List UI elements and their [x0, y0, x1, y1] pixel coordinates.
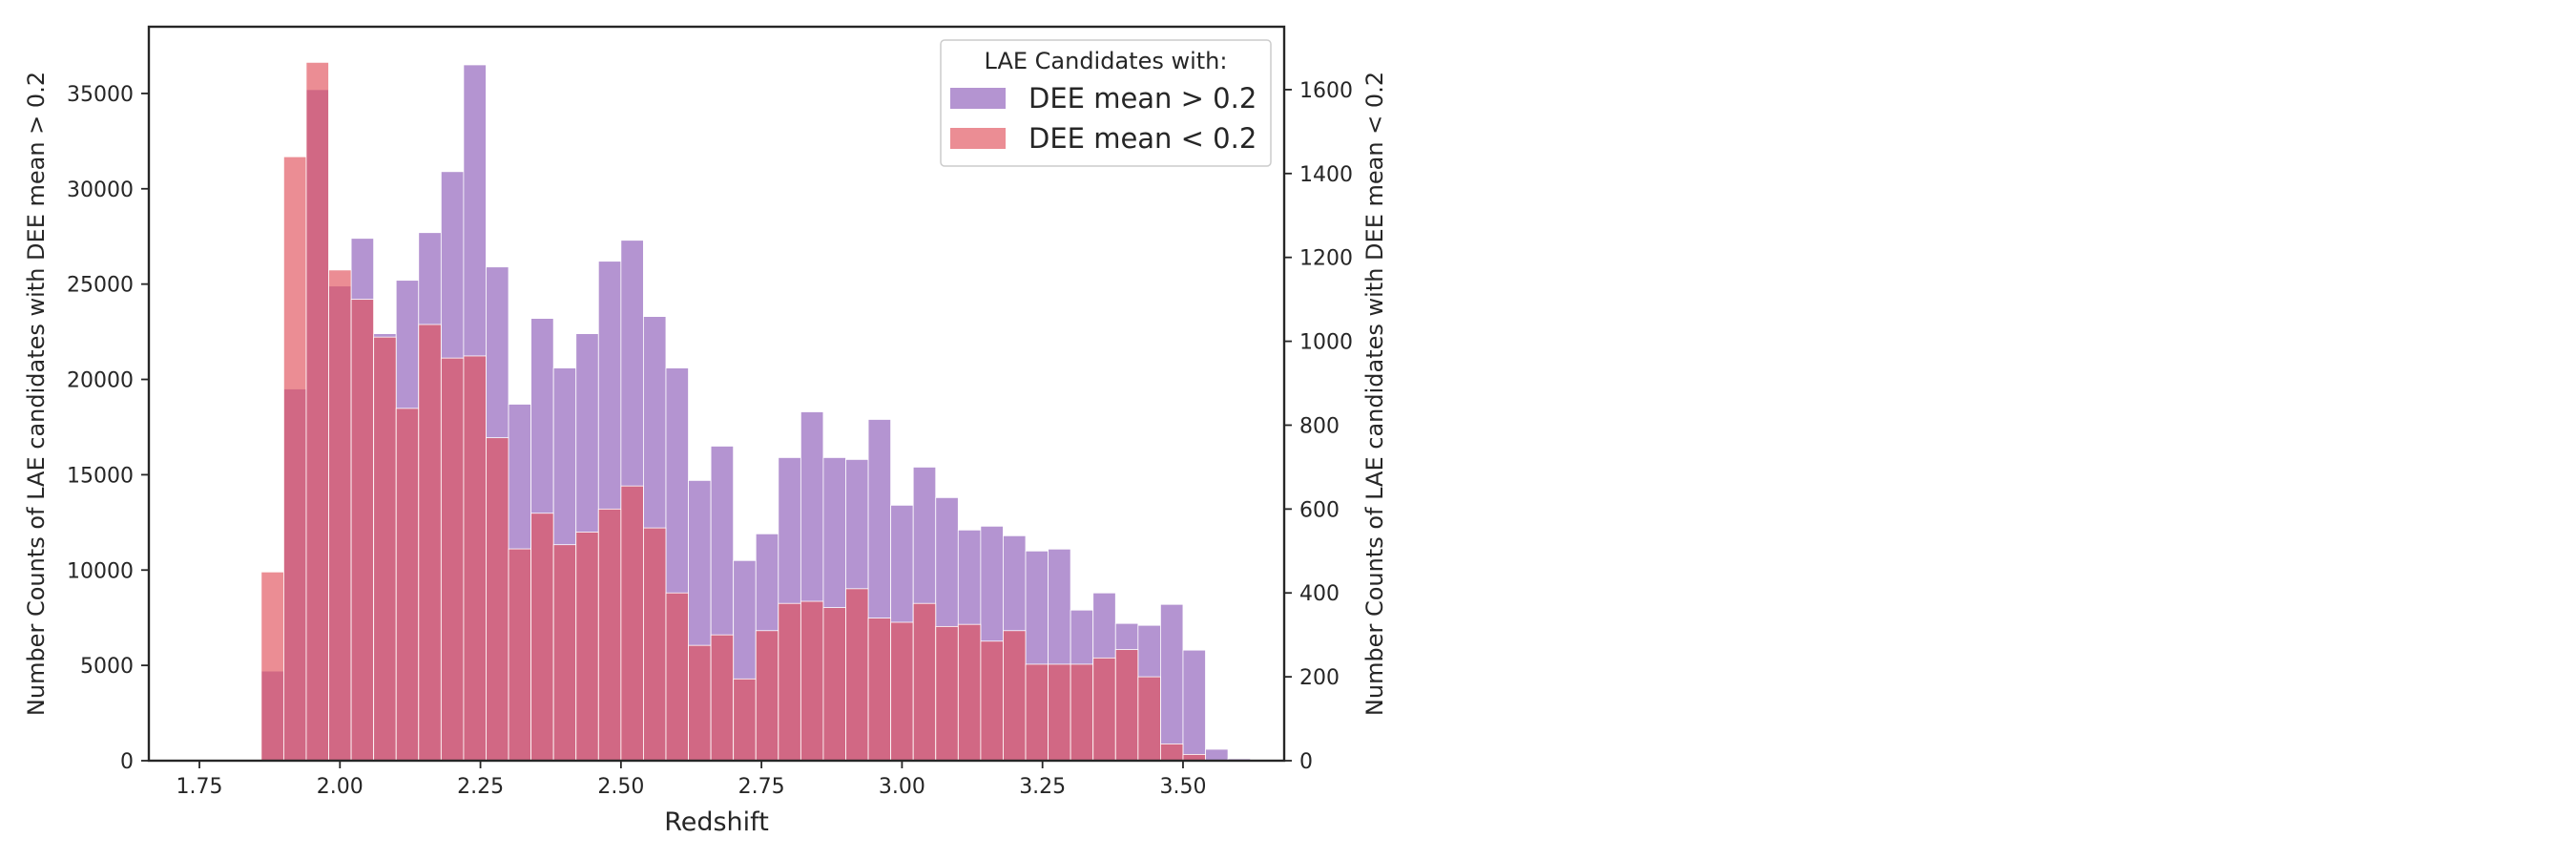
dee-low-bar-40 — [1070, 663, 1094, 762]
right-y-tick-label: 1600 — [1299, 79, 1353, 103]
dee-low-bar-31 — [867, 618, 892, 762]
dee-low-bar-8 — [350, 299, 375, 762]
dee-low-bar-26 — [755, 630, 779, 762]
left-y-tick-label: 30000 — [67, 178, 134, 202]
dee-low-bar-6 — [305, 61, 329, 762]
dee-low-bar-19 — [597, 508, 622, 762]
left-y-tick-label: 0 — [120, 750, 134, 774]
left-y-tick-label: 20000 — [67, 369, 134, 393]
dee-low-bar-5 — [282, 156, 307, 762]
dee-low-bar-22 — [665, 592, 689, 762]
dee-high-bar-44 — [1159, 603, 1184, 762]
legend-label-dee-low: DEE mean < 0.2 — [1028, 122, 1257, 155]
x-tick-label: 2.00 — [317, 775, 364, 799]
x-tick-label: 1.75 — [177, 775, 223, 799]
dee-low-bar-15 — [508, 548, 531, 762]
dee-low-bar-28 — [800, 600, 824, 762]
dee-low-bar-4 — [260, 571, 284, 762]
right-y-axis-title: Number Counts of LAE candidates with DEE… — [1361, 72, 1388, 716]
plot-frame — [147, 25, 1286, 763]
legend-label-dee-high: DEE mean > 0.2 — [1028, 82, 1257, 115]
dee-high-bar-45 — [1182, 649, 1206, 762]
x-tick-label: 3.50 — [1159, 775, 1206, 799]
dee-low-bar-37 — [1003, 630, 1027, 762]
dee-low-bar-10 — [395, 408, 420, 762]
right-y-tick-label: 1000 — [1299, 331, 1353, 355]
right-y-tick-label: 600 — [1299, 498, 1340, 522]
dee-low-bar-27 — [778, 602, 801, 762]
right-y-tick-label: 400 — [1299, 582, 1340, 606]
legend-box — [940, 39, 1272, 167]
x-tick-label: 3.00 — [879, 775, 925, 799]
right-y-tick-label: 0 — [1299, 750, 1313, 774]
legend: LAE Candidates with: DEE mean > 0.2 DEE … — [940, 39, 1272, 167]
x-tick-label: 2.75 — [738, 775, 785, 799]
right-y-tick-label: 1200 — [1299, 247, 1353, 271]
left-y-axis-title: Number Counts of LAE candidates with DEE… — [23, 72, 50, 716]
dee-low-bar-14 — [486, 437, 509, 762]
dee-low-bar-12 — [440, 357, 465, 762]
x-tick-label: 3.25 — [1019, 775, 1066, 799]
left-y-tick-label: 5000 — [80, 655, 134, 679]
dee-low-bar-41 — [1092, 657, 1116, 762]
right-y-tick-label: 800 — [1299, 414, 1340, 438]
dee-low-bar-44 — [1159, 744, 1184, 762]
dee-low-bar-34 — [935, 625, 959, 762]
x-axis-title: Redshift — [664, 807, 769, 837]
left-y-tick-label: 15000 — [67, 464, 134, 488]
dee-low-bar-36 — [980, 640, 1004, 762]
dee-low-bar-30 — [845, 588, 869, 762]
x-tick-label: 2.25 — [457, 775, 504, 799]
dee-low-bar-9 — [373, 336, 397, 762]
left-y-tick-label: 25000 — [67, 274, 134, 298]
dee-low-bar-42 — [1114, 649, 1139, 762]
dee-low-bar-32 — [890, 621, 914, 762]
dee-low-bar-29 — [822, 607, 846, 762]
dee-low-bar-13 — [463, 355, 487, 762]
dee-low-bar-25 — [733, 678, 757, 762]
dee-low-bar-24 — [710, 634, 735, 762]
dee-low-bar-20 — [620, 485, 644, 762]
legend-swatch-dee-low — [950, 128, 1006, 149]
dee-low-bar-33 — [912, 602, 937, 762]
dee-low-bar-21 — [643, 527, 667, 762]
legend-swatch-dee-high — [950, 88, 1006, 109]
dee-low-bar-17 — [552, 544, 577, 762]
dee-low-bar-7 — [328, 269, 352, 762]
dee-low-bar-16 — [530, 513, 554, 762]
right-y-tick-label: 1400 — [1299, 163, 1353, 187]
dee-low-bar-11 — [418, 324, 442, 762]
dee-low-bar-18 — [575, 532, 599, 762]
dee-low-bar-35 — [957, 623, 982, 762]
dee-low-bar-23 — [688, 644, 712, 762]
dee-low-bar-43 — [1137, 676, 1161, 762]
left-y-axis-ticks: 0 5000 10000 15000 20000 25000 30000 35000 — [67, 83, 149, 774]
x-axis-ticks: 1.75 2.00 2.25 2.50 2.75 3.00 3.25 3.50 — [177, 761, 1206, 799]
legend-title: LAE Candidates with: — [985, 48, 1228, 74]
dee-high-bar-46 — [1205, 748, 1229, 762]
x-tick-label: 2.50 — [597, 775, 644, 799]
dee-low-bar-38 — [1025, 663, 1049, 762]
left-y-tick-label: 10000 — [67, 559, 134, 583]
bars-dee-low-series — [171, 61, 1206, 762]
dee-low-bar-39 — [1048, 663, 1071, 762]
right-y-axis-ticks: 0 200 400 600 800 1000 1200 1400 1600 — [1284, 79, 1353, 774]
left-y-tick-label: 35000 — [67, 83, 134, 107]
right-y-tick-label: 200 — [1299, 666, 1340, 690]
